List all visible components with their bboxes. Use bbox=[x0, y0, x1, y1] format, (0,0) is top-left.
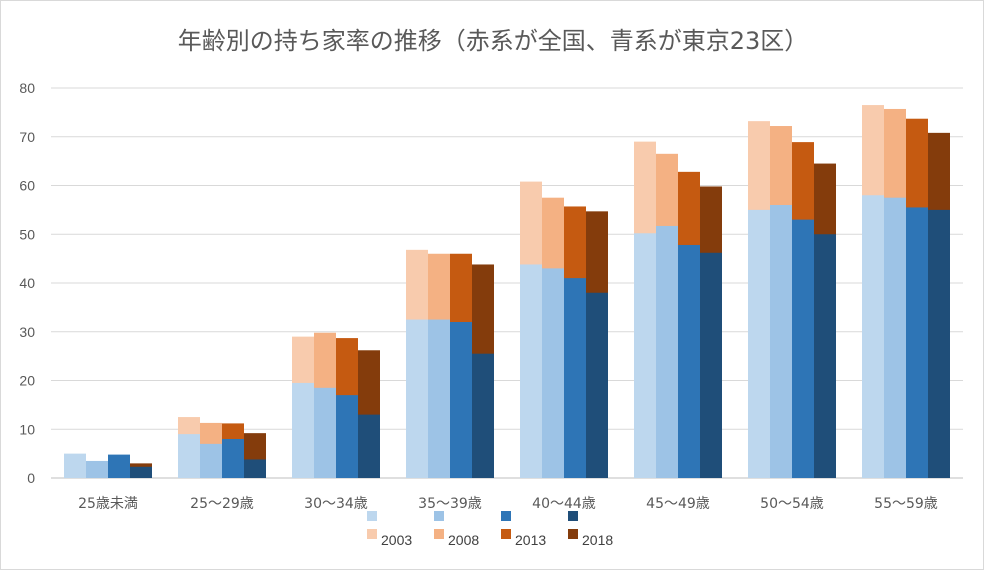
y-tick-label: 20 bbox=[19, 373, 35, 389]
legend: 2003 2008 2013 2018 bbox=[367, 511, 613, 548]
bars bbox=[64, 105, 950, 479]
bar-tokyo23-2018 bbox=[700, 252, 722, 478]
bar-tokyo23-2018 bbox=[472, 353, 494, 478]
bar-tokyo23-2008 bbox=[86, 460, 108, 478]
legend-swatch-tokyo23-2008 bbox=[434, 511, 444, 521]
bar-tokyo23-2008 bbox=[542, 268, 564, 478]
bar-tokyo23-2003 bbox=[178, 434, 200, 478]
x-category-label: 35〜39歳 bbox=[418, 496, 482, 512]
bar-tokyo23-2018 bbox=[814, 234, 836, 478]
bar-tokyo23-2008 bbox=[428, 319, 450, 478]
legend-swatch-national-2013 bbox=[501, 529, 511, 539]
bar-tokyo23-2008 bbox=[656, 225, 678, 478]
bar-tokyo23-2013 bbox=[108, 454, 130, 478]
bar-tokyo23-2008 bbox=[200, 443, 222, 478]
x-category-label: 45〜49歳 bbox=[646, 496, 710, 512]
legend-swatch-national-2018 bbox=[568, 529, 578, 539]
x-category-label: 40〜44歳 bbox=[532, 496, 596, 512]
y-tick-label: 50 bbox=[19, 226, 35, 242]
legend-label: 2013 bbox=[515, 532, 546, 548]
bar-tokyo23-2003 bbox=[64, 453, 86, 478]
y-tick-label: 30 bbox=[19, 324, 35, 340]
bar-tokyo23-2003 bbox=[292, 382, 314, 478]
bar-tokyo23-2008 bbox=[770, 205, 792, 478]
bar-tokyo23-2013 bbox=[678, 244, 700, 478]
y-tick-label: 60 bbox=[19, 178, 35, 194]
x-category-label: 50〜54歳 bbox=[760, 496, 824, 512]
y-tick-label: 40 bbox=[19, 275, 35, 291]
legend-label: 2008 bbox=[448, 532, 479, 548]
bar-tokyo23-2008 bbox=[884, 197, 906, 478]
x-category-label: 25〜29歳 bbox=[190, 496, 254, 512]
bar-tokyo23-2003 bbox=[520, 264, 542, 478]
x-axis-category-labels: 25歳未満 25〜29歳 30〜34歳 35〜39歳 40〜44歳 45〜49歳 50〜54… bbox=[78, 496, 938, 512]
x-category-label: 30〜34歳 bbox=[304, 496, 368, 512]
bar-tokyo23-2003 bbox=[406, 319, 428, 478]
y-tick-label: 80 bbox=[19, 80, 35, 96]
bar-tokyo23-2013 bbox=[792, 219, 814, 478]
x-category-label: 25歳未満 bbox=[78, 496, 138, 512]
bar-tokyo23-2018 bbox=[928, 209, 950, 478]
bar-tokyo23-2018 bbox=[244, 459, 266, 478]
legend-swatch-national-2008 bbox=[434, 529, 444, 539]
bar-tokyo23-2013 bbox=[906, 207, 928, 478]
chart-title: 年齢別の持ち家率の推移（赤系が全国、青系が東京23区） bbox=[178, 27, 809, 55]
y-tick-label: 70 bbox=[19, 129, 35, 145]
legend-label: 2003 bbox=[381, 532, 412, 548]
y-tick-label: 10 bbox=[19, 421, 35, 437]
legend-label: 2018 bbox=[582, 532, 613, 548]
bar-tokyo23-2008 bbox=[314, 387, 336, 478]
legend-swatch-tokyo23-2018 bbox=[568, 511, 578, 521]
legend-swatch-tokyo23-2013 bbox=[501, 511, 511, 521]
bar-tokyo23-2013 bbox=[222, 439, 244, 478]
y-tick-label: 0 bbox=[27, 470, 35, 486]
legend-swatch-national-2003 bbox=[367, 529, 377, 539]
bar-tokyo23-2013 bbox=[564, 278, 586, 478]
bar-tokyo23-2003 bbox=[862, 195, 884, 478]
bar-tokyo23-2018 bbox=[130, 466, 152, 478]
bar-tokyo23-2013 bbox=[336, 395, 358, 478]
y-axis-tick-labels: 0 10 20 30 40 50 60 70 80 bbox=[19, 80, 35, 486]
bar-tokyo23-2018 bbox=[586, 292, 608, 478]
bar-tokyo23-2003 bbox=[748, 209, 770, 478]
bar-tokyo23-2018 bbox=[358, 414, 380, 478]
bar-tokyo23-2013 bbox=[450, 322, 472, 478]
x-category-label: 55〜59歳 bbox=[874, 496, 938, 512]
bar-tokyo23-2003 bbox=[634, 233, 656, 478]
legend-swatch-tokyo23-2003 bbox=[367, 511, 377, 521]
